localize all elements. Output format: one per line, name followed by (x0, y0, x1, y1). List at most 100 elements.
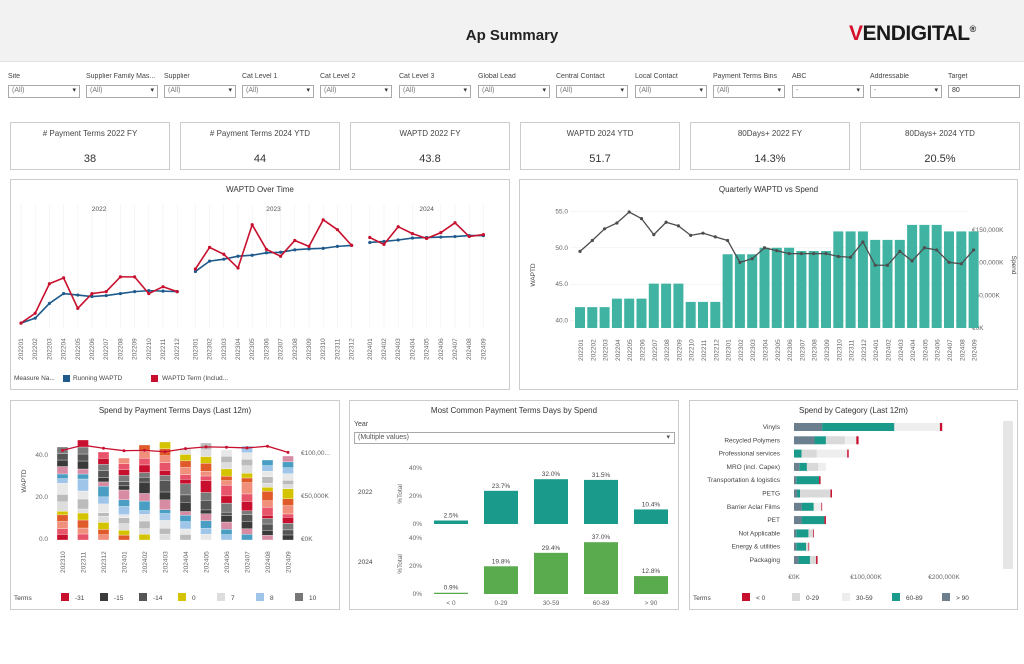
stack-segment (56, 514, 69, 522)
data-point (264, 247, 268, 251)
data-point (208, 259, 212, 263)
target-input[interactable]: 80 (948, 85, 1020, 98)
y-axis-label: %Total (397, 554, 404, 574)
x-tick-label: 202405 (922, 339, 929, 361)
kpi-value: 14.3% (754, 153, 786, 165)
kpi-card: 80Days+ 2024 YTD 20.5% (860, 122, 1020, 170)
series-line-running-waptd (20, 289, 178, 324)
stack-segment (220, 456, 233, 463)
stack-segment (77, 460, 89, 470)
spend-bar (759, 247, 770, 328)
x-tick-label: 202310 (320, 338, 327, 360)
x-tick-label: 202305 (249, 338, 256, 360)
x-tick-label: 202308 (812, 339, 819, 361)
stack-segment (97, 516, 110, 523)
stack-segment (179, 534, 192, 541)
data-label: 23.7% (492, 483, 511, 490)
stack-segment (220, 449, 233, 457)
legend-title: Terms (693, 595, 711, 602)
x-tick-label: 202209 (676, 339, 683, 361)
year-label: 2023 (266, 206, 281, 213)
chevron-down-icon: ▾ (384, 87, 388, 94)
chevron-down-icon: ▾ (150, 87, 154, 94)
kpi-value: 20.5% (924, 153, 956, 165)
stack-segment (200, 480, 212, 493)
stack-segment (200, 470, 212, 477)
x-tick-label: 202307 (799, 339, 806, 361)
stack-segment (179, 467, 192, 475)
stack-segment (282, 473, 294, 481)
stack-segment (77, 533, 89, 541)
stack-segment (282, 480, 294, 485)
y-tick-label: 55.0 (555, 208, 568, 215)
x-tick-label: 202404 (183, 551, 190, 573)
x-tick-label: 202403 (163, 551, 170, 573)
x-tick-label: 202407 (452, 338, 459, 360)
x-tick-label: 202406 (438, 338, 445, 360)
x-tick-label: 202408 (466, 338, 473, 360)
data-point (453, 221, 457, 225)
x-tick-label: > 90 (645, 600, 658, 607)
scrollbar[interactable] (1003, 421, 1013, 569)
legend-title: Terms (14, 595, 32, 602)
data-label: 12.8% (642, 568, 661, 575)
filter-value: (All) (12, 87, 25, 94)
waptd-point (639, 216, 644, 221)
waptd-point (689, 233, 693, 237)
waptd-point (787, 252, 791, 256)
stack-segment (241, 452, 253, 460)
filter-select[interactable]: - ▾ (792, 85, 864, 98)
x-tick-label: 202205 (627, 339, 634, 361)
stack-segment (159, 462, 171, 471)
stack-segment (241, 459, 253, 466)
category-bar-segment (794, 436, 815, 445)
filter-select[interactable]: - ▾ (870, 85, 942, 98)
data-point (410, 236, 414, 240)
filter-6: Global Lead (All) ▾ (478, 73, 550, 98)
legend-label: < 0 (756, 595, 766, 602)
waptd-point (652, 233, 656, 237)
waptd-point (922, 246, 926, 250)
spend-bar (648, 283, 659, 328)
filter-select[interactable]: (All) ▾ (478, 85, 550, 98)
filter-select[interactable]: (All) ▾ (635, 85, 707, 98)
filter-label: Addressable (870, 73, 909, 80)
data-point (90, 294, 94, 299)
filter-select[interactable]: (All) ▾ (8, 85, 80, 98)
filter-select[interactable]: (All) ▾ (164, 85, 236, 98)
filter-5: Cat Level 3 (All) ▾ (399, 73, 471, 98)
stack-segment (118, 489, 130, 500)
stack-segment (282, 517, 294, 524)
x-tick-label: 202304 (763, 339, 770, 361)
page-title: Ap Summary (465, 27, 559, 44)
y-tick-label: 45.0 (555, 281, 568, 288)
x-tick-label: 202306 (787, 339, 794, 361)
stack-segment (220, 502, 233, 513)
waptd-point (590, 238, 594, 243)
filter-select[interactable]: (All) ▾ (399, 85, 471, 98)
filter-select[interactable]: (All) ▾ (713, 85, 785, 98)
series-line-running-waptd (194, 244, 352, 273)
filter-select[interactable]: (All) ▾ (242, 85, 314, 98)
filter-select[interactable]: (All) ▾ (86, 85, 158, 98)
stack-segment (261, 530, 274, 536)
stack-segment (200, 456, 212, 464)
bar-2022 (534, 479, 568, 524)
data-point (335, 244, 339, 248)
stack-segment (138, 481, 151, 494)
category-bar-segment (822, 423, 895, 431)
data-point (62, 276, 66, 280)
stack-segment (118, 517, 130, 524)
year-filter-select[interactable]: (Multiple values) ▾ (354, 432, 675, 444)
stack-segment (220, 480, 233, 486)
filter-select[interactable]: (All) ▾ (320, 85, 392, 98)
spend-bar (611, 298, 622, 328)
filter-label: ABC (792, 73, 807, 80)
filter-value: (All) (717, 87, 730, 94)
kpi-value: 44 (253, 153, 267, 165)
quarterly-waptd-chart: 55.0 50.0 45.0 40.0 €150,000K €100,000K €50,00… (530, 208, 1017, 361)
filter-8: Local Contact (All) ▾ (635, 73, 707, 98)
stack-segment (118, 523, 130, 531)
x-tick-label: 202408 (265, 551, 272, 573)
filter-select[interactable]: (All) ▾ (556, 85, 628, 98)
